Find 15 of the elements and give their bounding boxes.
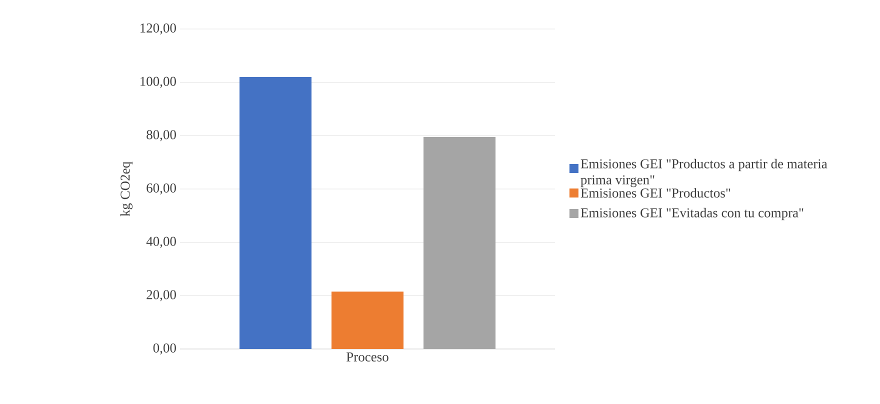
x-tick-label: Proceso — [346, 352, 388, 362]
legend-label: Emisiones GEI "Productos" — [580, 188, 730, 198]
y-tick-label: 0,00 — [153, 343, 176, 355]
y-tick-label: 80,00 — [146, 130, 176, 142]
y-tick-label: 120,00 — [140, 23, 176, 35]
bar — [240, 76, 312, 349]
legend-label: Emisiones GEI "Evitadas con tu compra" — [580, 208, 804, 220]
y-tick-label: 100,00 — [140, 76, 176, 88]
legend-label: Emisiones GEI "Productos a partir de materia prima virgen" — [580, 158, 828, 188]
y-tick-label: 40,00 — [146, 236, 176, 248]
bar — [332, 292, 404, 349]
y-axis-title: kg CO2eq — [120, 162, 133, 216]
bar — [424, 136, 496, 349]
y-tick-label: 60,00 — [146, 183, 176, 195]
y-tick-label: 20,00 — [146, 290, 176, 302]
